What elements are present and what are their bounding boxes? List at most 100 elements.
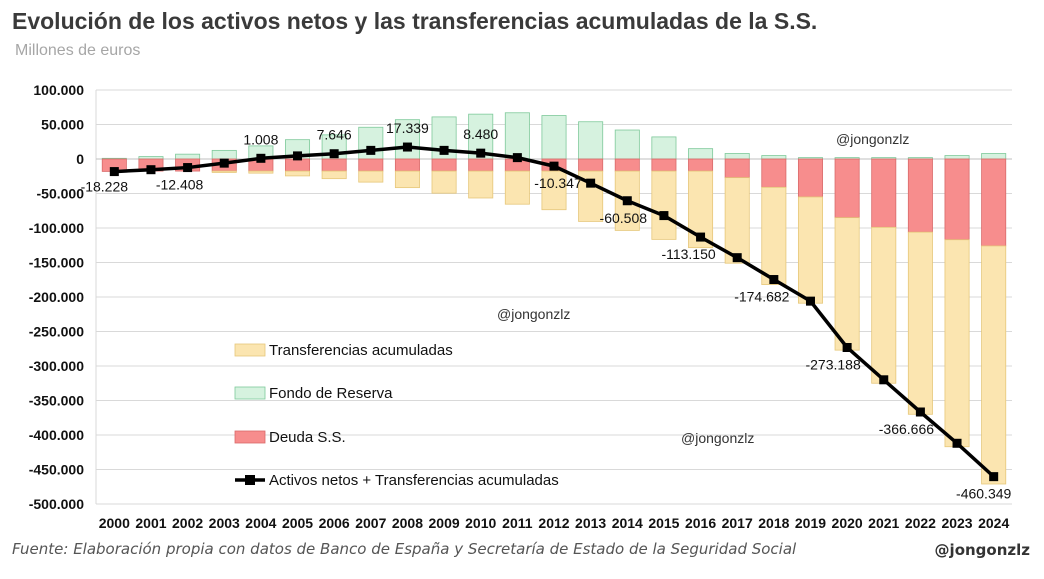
y-tick-label: -50.000: [37, 186, 85, 202]
bar-fondo-reserva: [651, 136, 677, 160]
y-tick-label: -400.000: [29, 427, 84, 443]
bar-deuda: [797, 158, 823, 198]
data-label: -460.349: [956, 486, 1011, 502]
legend: Transferencias acumuladas Fondo de Reserv…: [234, 342, 559, 489]
data-labels: -18.228 -12.408 1.008 7.646 17.339 8.480 -10.3…: [81, 120, 1012, 502]
bar-deuda: [871, 158, 897, 228]
bar-deuda: [688, 158, 714, 172]
legend-marker: [245, 475, 255, 485]
bar-transferencias: [761, 186, 787, 285]
data-label: 1.008: [243, 131, 278, 147]
bar-transferencias: [321, 170, 347, 180]
watermark: @jongonzlz: [836, 131, 909, 147]
line-point: [549, 161, 559, 171]
y-tick-label: 50.000: [41, 117, 84, 133]
bar-deuda: [468, 158, 494, 172]
line-point: [732, 253, 742, 263]
line-point: [805, 296, 815, 306]
data-label: -18.228: [81, 179, 129, 195]
bar-fondo-reserva: [394, 119, 420, 160]
line-point: [109, 167, 119, 177]
bar-fondo-reserva: [761, 155, 787, 160]
x-tick-label: 2008: [392, 515, 423, 531]
y-tick-label: -150.000: [29, 255, 84, 271]
x-tick-label: 2009: [429, 515, 460, 531]
x-tick-label: 2002: [172, 515, 203, 531]
y-tick-label: -200.000: [29, 289, 84, 305]
line-point: [256, 153, 266, 163]
y-tick-label: -350.000: [29, 393, 84, 409]
bar-deuda: [358, 158, 384, 172]
bar-transferencias: [651, 170, 677, 240]
bar-deuda: [944, 158, 970, 241]
x-tick-label: 2023: [941, 515, 972, 531]
x-tick-label: 2020: [832, 515, 863, 531]
bar-transferencias: [394, 170, 420, 189]
bar-deuda: [578, 158, 604, 172]
bar-transferencias: [285, 170, 311, 177]
bars: [101, 112, 1007, 485]
legend-swatch: [234, 343, 266, 357]
line-point: [366, 145, 376, 155]
x-tick-label: 2001: [135, 515, 166, 531]
line-point: [402, 142, 412, 152]
bar-transferencias: [871, 226, 897, 384]
x-tick-label: 2022: [905, 515, 936, 531]
line-point: [146, 165, 156, 175]
bar-transferencias: [981, 245, 1007, 485]
legend-swatch: [234, 386, 266, 400]
bar-transferencias: [797, 196, 823, 304]
line-point: [989, 472, 999, 482]
bar-fondo-reserva: [211, 149, 237, 160]
data-label: 17.339: [386, 120, 429, 136]
y-tick-label: -250.000: [29, 324, 84, 340]
line-point: [476, 148, 486, 158]
y-tick-label: 0: [76, 151, 84, 167]
bar-transferencias: [724, 177, 750, 264]
x-tick-label: 2007: [355, 515, 386, 531]
legend-label: Activos netos + Transferencias acumulada…: [269, 472, 559, 489]
bar-transferencias: [468, 170, 494, 199]
bar-fondo-reserva: [688, 148, 714, 160]
line-point: [769, 275, 779, 285]
line-point: [512, 153, 522, 163]
data-label: -273.188: [805, 356, 860, 372]
watermark: @jongonzlz: [681, 430, 754, 446]
legend-label: Transferencias acumuladas: [269, 342, 453, 359]
legend-swatch: [234, 430, 266, 444]
data-label: -10.347: [534, 175, 582, 191]
y-tick-label: -450.000: [29, 462, 84, 478]
x-tick-label: 2005: [282, 515, 313, 531]
bar-transferencias: [541, 170, 567, 211]
x-tick-label: 2017: [722, 515, 753, 531]
x-tick-label: 2021: [868, 515, 899, 531]
x-tick-label: 2012: [538, 515, 569, 531]
x-tick-label: 2010: [465, 515, 496, 531]
data-label: -113.150: [661, 246, 715, 262]
x-tick-label: 2006: [319, 515, 350, 531]
bar-deuda: [981, 158, 1007, 247]
bar-transferencias: [944, 239, 970, 448]
line-point: [879, 375, 889, 385]
bar-deuda: [321, 158, 347, 172]
bar-fondo-reserva: [541, 115, 567, 160]
y-tick-label: -100.000: [29, 220, 84, 236]
line-point: [622, 196, 632, 206]
line-point: [659, 211, 669, 221]
x-tick-label: 2011: [502, 515, 533, 531]
source-note: Fuente: Elaboración propia con datos de …: [12, 540, 797, 558]
data-label: -366.666: [879, 421, 934, 437]
bar-deuda: [394, 158, 420, 172]
x-tick-label: 2014: [612, 515, 643, 531]
bar-deuda: [614, 158, 640, 172]
bar-transferencias: [907, 231, 933, 415]
bar-deuda: [907, 158, 933, 233]
x-tick-label: 2016: [685, 515, 716, 531]
line-point: [219, 158, 229, 168]
x-tick-label: 2015: [648, 515, 679, 531]
chart-subtitle: Millones de euros: [15, 42, 141, 59]
line-point: [915, 407, 925, 417]
data-label: -174.682: [734, 289, 789, 305]
x-tick-label: 2024: [978, 515, 1009, 531]
x-tick-label: 2019: [795, 515, 826, 531]
